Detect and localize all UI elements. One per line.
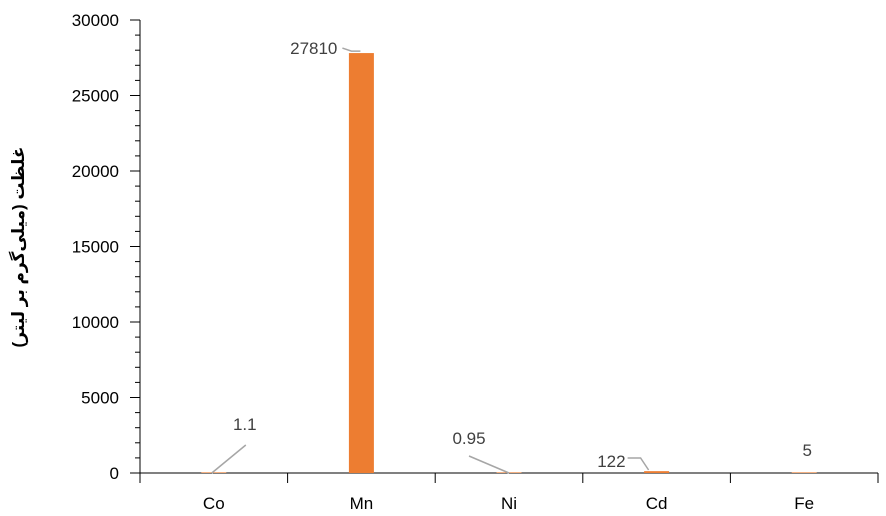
leader-lines: [211, 47, 650, 474]
bars: [201, 53, 817, 473]
y-tick-label: 0: [110, 464, 119, 483]
data-label: 5: [802, 441, 811, 460]
bar: [201, 472, 227, 473]
y-axis-title: غلظت (میلی‌گرم بر لیتر): [8, 147, 29, 348]
leader-line: [211, 444, 247, 474]
y-tick-label: 25000: [72, 87, 119, 106]
y-tick-label: 30000: [72, 11, 119, 30]
y-axis-title-group: غلظت (میلی‌گرم بر لیتر): [8, 147, 29, 348]
x-tick-label: Mn: [350, 494, 374, 513]
y-tick-label: 5000: [81, 389, 119, 408]
y-tick-label: 20000: [72, 162, 119, 181]
bar: [644, 471, 670, 473]
leader-line: [468, 455, 510, 474]
leader-line: [627, 457, 650, 471]
labels: 0 5000 10000 15000 20000 25000 30000 Co Mn Ni Cd Fe…: [72, 11, 814, 513]
leader-line: [342, 47, 361, 52]
data-label: 0.95: [452, 429, 485, 448]
x-tick-label: Co: [203, 494, 225, 513]
x-tick-label: Fe: [794, 494, 814, 513]
data-label: 1.1: [233, 415, 257, 434]
bar: [348, 53, 374, 473]
x-tick-label: Ni: [501, 494, 517, 513]
bar: [791, 472, 817, 473]
data-label: 122: [597, 452, 625, 471]
y-tick-label: 15000: [72, 238, 119, 257]
data-label: 27810: [290, 39, 337, 58]
axes: [130, 19, 879, 483]
x-tick-label: Cd: [646, 494, 668, 513]
y-tick-label: 10000: [72, 313, 119, 332]
